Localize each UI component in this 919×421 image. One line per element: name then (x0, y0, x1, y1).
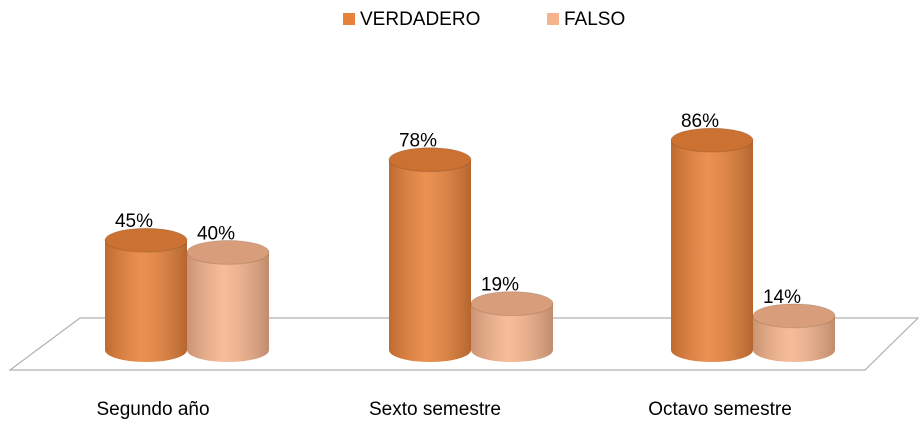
legend-swatch (547, 13, 559, 25)
bar-top (752, 303, 836, 329)
bar-top-shade (389, 147, 471, 172)
bar-top (104, 227, 188, 253)
bar-top-shade (671, 128, 753, 153)
bar-shade (671, 140, 753, 362)
value-label: 45% (115, 211, 153, 232)
value-label: 40% (197, 223, 235, 244)
bar-shade (389, 159, 471, 362)
bar-top (388, 147, 472, 173)
bar-top-shade (187, 240, 269, 265)
value-label: 19% (481, 275, 519, 296)
x-tick-label: Sexto semestre (369, 399, 501, 420)
legend-label: VERDADERO (360, 9, 480, 30)
value-label: 14% (763, 287, 801, 308)
bar-top (470, 291, 554, 317)
legend-label: FALSO (564, 9, 625, 30)
bar-shade (753, 315, 835, 362)
bar-shade (471, 303, 553, 362)
bar-shade (105, 240, 187, 362)
value-label: 86% (681, 111, 719, 132)
x-tick-label: Segundo año (96, 399, 209, 420)
bar-top-shade (471, 291, 553, 316)
bar-top-shade (753, 303, 835, 328)
legend-swatch (343, 13, 355, 25)
bar-top-shade (105, 228, 187, 253)
bar-top (186, 239, 270, 265)
x-tick-label: Octavo semestre (648, 399, 792, 420)
value-label: 78% (399, 131, 437, 152)
bar-top (670, 127, 754, 153)
floor (8, 317, 919, 371)
bar-shade (187, 252, 269, 362)
